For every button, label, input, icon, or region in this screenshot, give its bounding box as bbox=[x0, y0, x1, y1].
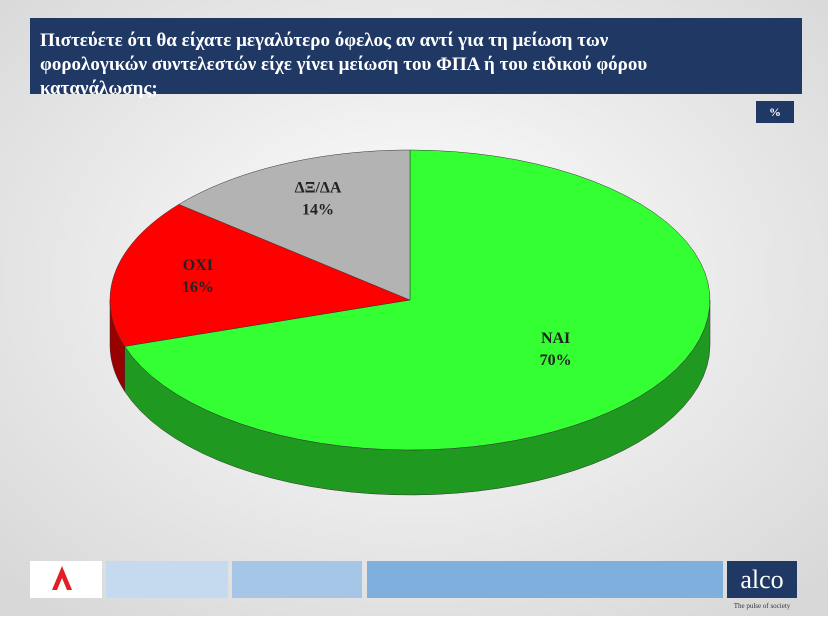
slice bbox=[124, 149, 711, 451]
alpha-logo bbox=[52, 566, 72, 590]
pie: ΝΑΙ 70% ΟΧΙ 16% ΔΞ/ΔΑ 14% bbox=[109, 149, 711, 496]
slice-value-label: 14% bbox=[302, 201, 334, 218]
slice-category-label: ΝΑΙ bbox=[541, 330, 570, 347]
unit-badge: % bbox=[769, 105, 781, 119]
slice-value-label: 70% bbox=[540, 352, 572, 369]
alco-tagline: The pulse of society bbox=[734, 602, 791, 610]
footer-bar bbox=[106, 561, 228, 598]
title-bar bbox=[30, 18, 802, 94]
slice-category-label: ΟΧΙ bbox=[183, 257, 213, 274]
alco-logo: alco bbox=[740, 565, 783, 594]
slice bbox=[109, 204, 411, 347]
slice bbox=[178, 149, 411, 301]
unit-badge-box bbox=[756, 101, 794, 123]
slice-category-label: ΔΞ/ΔΑ bbox=[295, 179, 342, 196]
footer: alco The pulse of society bbox=[30, 561, 797, 610]
slice-value-label: 16% bbox=[182, 279, 214, 296]
footer-bar bbox=[232, 561, 362, 598]
footer-bar bbox=[367, 561, 723, 598]
chart-title: Πιστεύετε ότι θα είχατε μεγαλύτερο όφελο… bbox=[40, 30, 647, 99]
alco-logo-box bbox=[727, 561, 797, 598]
